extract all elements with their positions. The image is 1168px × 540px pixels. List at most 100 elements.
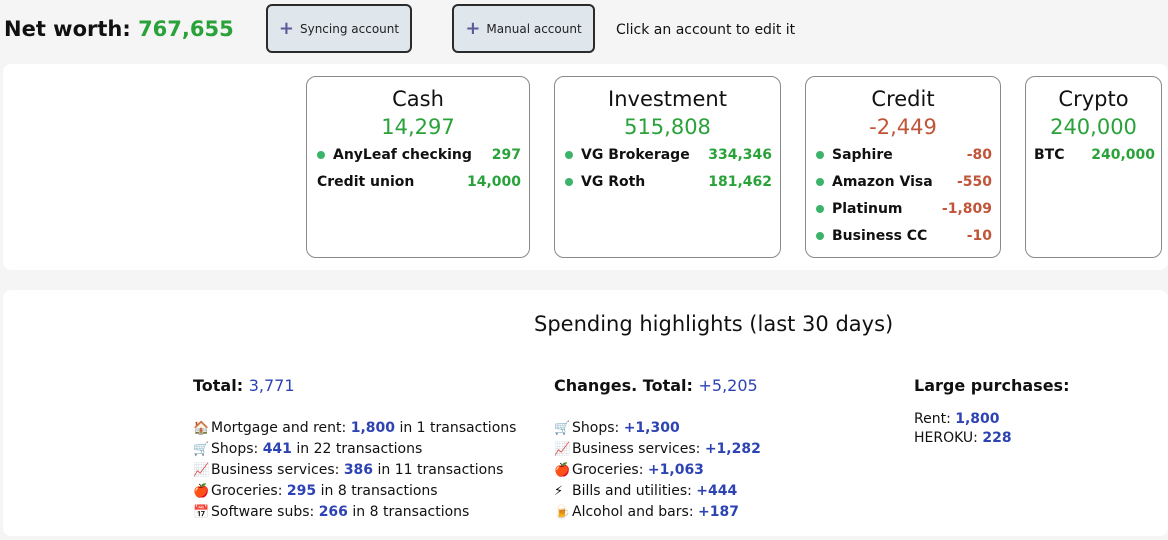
category-in: in bbox=[377, 462, 391, 478]
category-unit: transactions bbox=[430, 420, 517, 436]
category-name: Software subs: bbox=[211, 504, 315, 520]
account-row[interactable]: Platinum -1,809 bbox=[816, 199, 992, 219]
change-amount: +1,063 bbox=[647, 462, 704, 478]
account-value: -1,809 bbox=[941, 201, 992, 217]
synced-dot-icon bbox=[317, 151, 325, 159]
category-count: 1 bbox=[416, 420, 426, 436]
spending-totals: Total: 3,771 🏠 Mortgage and rent: 1,800 i… bbox=[193, 376, 516, 523]
category-line: 📈 Business services: 386 in 11 transactio… bbox=[193, 460, 516, 481]
account-value: 297 bbox=[491, 147, 521, 163]
account-row[interactable]: Saphire -80 bbox=[816, 145, 992, 165]
change-amount: +444 bbox=[696, 483, 738, 499]
account-row[interactable]: Credit union 14,000 bbox=[317, 172, 521, 192]
change-amount: +187 bbox=[697, 504, 739, 520]
change-name: Alcohol and bars: bbox=[572, 504, 694, 520]
add-syncing-account-button[interactable]: + Syncing account bbox=[266, 4, 412, 53]
synced-dot-icon bbox=[816, 178, 824, 186]
category-amount: 1,800 bbox=[350, 420, 395, 436]
account-row[interactable]: VG Brokerage 334,346 bbox=[565, 145, 772, 165]
changes-heading: Changes. Total: +5,205 bbox=[554, 376, 761, 400]
spending-total-label: Total: bbox=[193, 376, 244, 395]
card-title: Crypto bbox=[1058, 87, 1129, 111]
category-count: 11 bbox=[394, 462, 413, 478]
syncing-account-label: Syncing account bbox=[299, 21, 400, 36]
change-name: Groceries: bbox=[572, 462, 644, 478]
category-unit: transactions bbox=[382, 504, 470, 520]
category-in: in bbox=[320, 483, 334, 499]
apple-icon: 🍎 bbox=[193, 484, 210, 499]
category-amount: 266 bbox=[318, 504, 348, 520]
category-count: 8 bbox=[369, 504, 379, 520]
synced-dot-icon bbox=[565, 151, 573, 159]
account-card-crypto: Crypto 240,000 BTC 240,000 bbox=[1025, 76, 1162, 258]
change-line: 🛒 Shops: +1,300 bbox=[554, 418, 761, 439]
net-worth-value: 767,655 bbox=[138, 17, 234, 41]
category-name: Shops: bbox=[211, 441, 259, 457]
category-amount: 386 bbox=[343, 462, 374, 478]
account-row[interactable]: BTC 240,000 bbox=[1034, 145, 1155, 165]
change-line: 📈 Business services: +1,282 bbox=[554, 439, 761, 460]
card-title: Investment bbox=[608, 87, 727, 111]
card-total: -2,449 bbox=[869, 115, 937, 139]
category-name: Business services: bbox=[211, 462, 340, 478]
account-value: 240,000 bbox=[1091, 147, 1155, 163]
large-purchases: Large purchases: Rent: 1,800 HEROKU: 228 bbox=[914, 376, 1069, 448]
change-line: 🍺 Alcohol and bars: +187 bbox=[554, 502, 761, 523]
plus-icon: + bbox=[278, 17, 294, 39]
account-row[interactable]: Amazon Visa -550 bbox=[816, 172, 992, 192]
add-manual-account-button[interactable]: + Manual account bbox=[452, 4, 595, 53]
plus-icon: + bbox=[465, 17, 481, 39]
house-icon: 🏠 bbox=[193, 421, 210, 436]
category-name: Groceries: bbox=[211, 483, 283, 499]
top-bar: Net worth: 767,655 + Syncing account + M… bbox=[0, 0, 1168, 60]
account-row[interactable]: VG Roth 181,462 bbox=[565, 172, 772, 192]
card-total: 240,000 bbox=[1050, 115, 1137, 139]
account-name: VG Roth bbox=[581, 174, 646, 190]
category-in: in bbox=[352, 504, 366, 520]
purchase-name: HEROKU: bbox=[914, 430, 978, 446]
category-unit: transactions bbox=[335, 441, 423, 457]
account-value: -550 bbox=[956, 174, 992, 190]
spending-panel: Spending highlights (last 30 days) Total… bbox=[3, 290, 1168, 536]
beer-icon: 🍺 bbox=[554, 505, 571, 520]
category-line: 📅 Software subs: 266 in 8 transactions bbox=[193, 502, 516, 523]
calendar-icon: 📅 bbox=[193, 505, 210, 520]
spending-total-heading: Total: 3,771 bbox=[193, 376, 516, 400]
change-line: ⚡ Bills and utilities: +444 bbox=[554, 481, 761, 502]
account-value: -80 bbox=[966, 147, 992, 163]
category-name: Mortgage and rent: bbox=[211, 420, 347, 436]
apple-icon: 🍎 bbox=[554, 463, 571, 478]
chart-up-icon: 📈 bbox=[554, 442, 571, 457]
net-worth-label: Net worth: bbox=[4, 17, 131, 41]
change-name: Bills and utilities: bbox=[572, 483, 692, 499]
account-row[interactable]: Business CC -10 bbox=[816, 226, 992, 246]
account-name: Amazon Visa bbox=[832, 174, 933, 190]
account-name: Credit union bbox=[317, 174, 415, 190]
purchase-amount: 228 bbox=[982, 430, 1012, 446]
large-purchase-line: HEROKU: 228 bbox=[914, 429, 1069, 448]
account-name: Platinum bbox=[832, 201, 903, 217]
edit-hint: Click an account to edit it bbox=[616, 22, 796, 38]
card-total: 515,808 bbox=[624, 115, 711, 139]
account-name: AnyLeaf checking bbox=[333, 147, 472, 163]
category-line: 🏠 Mortgage and rent: 1,800 in 1 transacti… bbox=[193, 418, 516, 439]
account-value: 181,462 bbox=[708, 174, 772, 190]
card-total: 14,297 bbox=[381, 115, 455, 139]
account-value: 334,346 bbox=[708, 147, 772, 163]
changes-total-value: +5,205 bbox=[698, 376, 758, 395]
category-line: 🛒 Shops: 441 in 22 transactions bbox=[193, 439, 516, 460]
change-amount: +1,282 bbox=[704, 441, 761, 457]
change-name: Shops: bbox=[572, 420, 620, 436]
accounts-panel: Cash 14,297 AnyLeaf checking 297 Credit … bbox=[3, 64, 1168, 270]
card-title: Credit bbox=[871, 87, 935, 111]
account-name: VG Brokerage bbox=[581, 147, 690, 163]
lightning-icon: ⚡ bbox=[554, 484, 564, 499]
account-row[interactable]: AnyLeaf checking 297 bbox=[317, 145, 521, 165]
category-count: 22 bbox=[313, 441, 332, 457]
category-count: 8 bbox=[337, 483, 347, 499]
category-line: 🍎 Groceries: 295 in 8 transactions bbox=[193, 481, 516, 502]
card-title: Cash bbox=[392, 87, 444, 111]
category-unit: transactions bbox=[417, 462, 504, 478]
large-purchase-line: Rent: 1,800 bbox=[914, 410, 1069, 429]
net-worth: Net worth: 767,655 bbox=[4, 17, 234, 41]
